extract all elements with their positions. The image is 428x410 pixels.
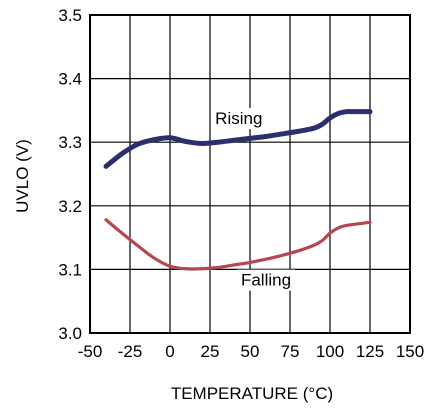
y-tick-label: 3.5: [58, 6, 82, 25]
plot-frame: [89, 14, 411, 334]
y-tick-label: 3.1: [58, 260, 82, 279]
grid: [90, 15, 410, 333]
x-tick-labels: -50 -25 0 25 50 75 100 125 150: [78, 342, 424, 361]
annotation-label-falling: Falling: [241, 271, 291, 290]
x-tick-label: 100: [316, 342, 344, 361]
y-tick-label: 3.2: [58, 197, 82, 216]
x-tick-label: 125: [356, 342, 384, 361]
annotation-layer: Rising Falling: [211, 108, 296, 291]
y-tick-labels: 3.0 3.1 3.2 3.3 3.4 3.5: [58, 6, 82, 343]
x-tick-label: 75: [281, 342, 300, 361]
series-line-rising: [103, 109, 373, 169]
series-layer: [103, 109, 373, 271]
x-tick-label: 25: [201, 342, 220, 361]
y-tick-label: 3.4: [58, 70, 82, 89]
y-tick-label: 3.0: [58, 324, 82, 343]
annotation-background: [236, 269, 296, 291]
series-line-falling: [104, 218, 372, 271]
annotation-background: [211, 108, 267, 130]
x-tick-label: -50: [78, 342, 103, 361]
y-axis-title: UVLO (V): [13, 139, 32, 213]
annotation-label-rising: Rising: [215, 109, 262, 128]
y-tick-label: 3.3: [58, 133, 82, 152]
x-tick-label: -25: [118, 342, 143, 361]
x-tick-label: 150: [396, 342, 424, 361]
x-tick-label: 50: [241, 342, 260, 361]
x-tick-label: 0: [165, 342, 174, 361]
x-axis-title: TEMPERATURE (°C): [171, 384, 333, 403]
